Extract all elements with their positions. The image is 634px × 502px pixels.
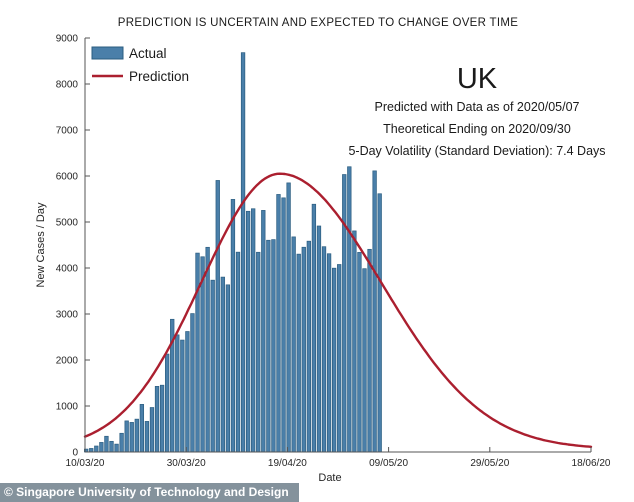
y-tick-label: 8000 (56, 80, 79, 91)
actual-bar (185, 331, 190, 453)
actual-bar (347, 166, 352, 453)
footer-banner: © Singapore University of Technology and… (0, 483, 299, 502)
footer-text: © Singapore University of Technology and… (4, 485, 289, 499)
actual-bar (331, 267, 337, 453)
actual-bar (372, 170, 377, 453)
axes: 0 1000 2000 3000 4000 5000 6000 7000 8000 9000 10/… (56, 34, 611, 470)
actual-bar (210, 279, 215, 453)
actual-bar (230, 199, 236, 453)
actual-bar (362, 268, 367, 453)
x-tick-label: 19/04/20 (268, 458, 307, 469)
actual-bar (377, 193, 382, 453)
actual-bar (367, 248, 372, 453)
actual-bar (271, 239, 276, 453)
actual-bar (180, 339, 185, 453)
actual-bar (200, 256, 205, 453)
x-axis-label: Date (318, 472, 341, 483)
actual-legend-label: Actual (129, 46, 167, 61)
x-tick-label: 29/05/20 (470, 458, 509, 469)
actual-bar (205, 246, 210, 453)
actual-bar (119, 432, 124, 453)
actual-bar (139, 404, 145, 453)
actual-bar (109, 440, 114, 453)
x-tick-label: 18/06/20 (572, 458, 611, 469)
y-tick-label: 4000 (56, 264, 79, 275)
actual-bar (266, 239, 271, 453)
actual-bar (326, 253, 332, 453)
prediction-legend-label: Prediction (129, 69, 189, 84)
actual-bar (337, 264, 342, 453)
x-tick-label: 10/03/20 (66, 458, 105, 469)
actual-bar (124, 420, 129, 453)
annotation-data-as-of: Predicted with Data as of 2020/05/07 (375, 100, 580, 114)
actual-bar (215, 180, 220, 453)
actual-bar (245, 210, 251, 453)
actual-bars-series (84, 52, 382, 453)
actual-bar (342, 174, 347, 453)
y-axis-label: New Cases / Day (35, 202, 47, 287)
actual-bar (225, 284, 231, 453)
actual-bar (99, 442, 104, 453)
actual-bar (134, 418, 139, 453)
annotation-volatility: 5-Day Volatility (Standard Deviation): 7… (348, 144, 605, 158)
y-tick-label: 3000 (56, 310, 79, 321)
actual-bar (165, 353, 170, 453)
actual-bar (291, 236, 296, 453)
actual-bar (159, 384, 165, 453)
y-tick-label: 5000 (56, 218, 79, 229)
y-tick-label: 9000 (56, 34, 79, 45)
country-label: UK (457, 63, 498, 95)
actual-bar (286, 182, 291, 453)
actual-bar (251, 208, 256, 453)
actual-bar (301, 246, 306, 453)
actual-bar (175, 334, 180, 453)
actual-bar (190, 313, 195, 453)
actual-bar (296, 253, 301, 453)
actual-bar (195, 252, 200, 453)
x-tick-label: 09/05/20 (369, 458, 408, 469)
actual-bar (114, 443, 119, 453)
actual-bar (256, 251, 261, 453)
actual-bar (220, 276, 225, 453)
actual-bar (240, 52, 246, 453)
x-tick-label: 30/03/20 (167, 458, 206, 469)
y-tick-label: 0 (72, 448, 78, 459)
actual-bar (321, 246, 327, 453)
chart-canvas: 0 1000 2000 3000 4000 5000 6000 7000 8000 9000 10/… (35, 17, 611, 484)
actual-bar (154, 386, 160, 453)
actual-bar (306, 240, 311, 453)
y-tick-label: 2000 (56, 356, 79, 367)
actual-bar (357, 252, 362, 453)
actual-bar (281, 197, 286, 453)
actual-bar (129, 422, 134, 453)
actual-bar (316, 225, 322, 453)
actual-bar (89, 448, 94, 453)
annotation-theoretical-ending: Theoretical Ending on 2020/09/30 (383, 122, 571, 136)
actual-bar (276, 194, 281, 453)
actual-bar (104, 435, 109, 453)
legend: Actual Prediction (91, 46, 189, 84)
actual-bar (94, 445, 99, 453)
prediction-curve (83, 172, 593, 448)
actual-bar (352, 230, 357, 453)
actual-bar (235, 251, 241, 453)
y-tick-label: 1000 (56, 402, 79, 413)
y-tick-label: 7000 (56, 126, 79, 137)
actual-bar (311, 203, 317, 453)
y-tick-label: 6000 (56, 172, 79, 183)
actual-legend-swatch (91, 46, 124, 60)
chart-title: PREDICTION IS UNCERTAIN AND EXPECTED TO … (118, 17, 518, 29)
actual-bar (149, 407, 155, 453)
actual-bar (144, 421, 150, 453)
actual-bar (261, 210, 266, 453)
